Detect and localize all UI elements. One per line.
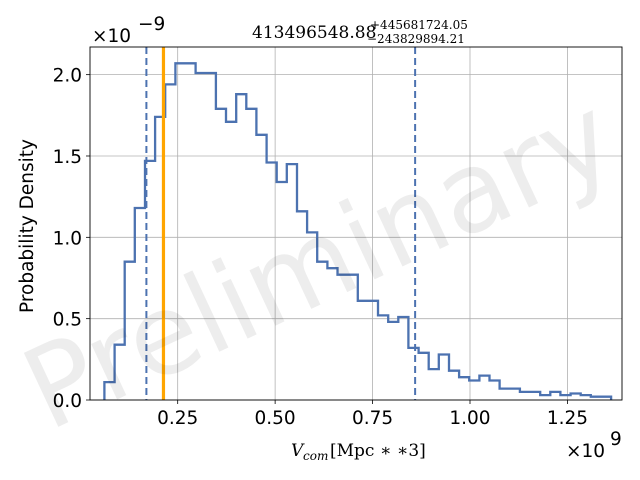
x-axis-label: V com [Mpc ∗ ∗3] <box>291 441 426 463</box>
plot-frame <box>89 46 623 401</box>
y-tick-label: 0.0 <box>53 391 82 412</box>
data-layer <box>103 47 613 400</box>
y-tick-label: 1.5 <box>53 147 82 168</box>
title-value: 413496548.88 <box>252 23 376 43</box>
x-tick-label: 1.25 <box>547 408 588 429</box>
y-tick-label: 2.0 <box>53 66 82 87</box>
x-label-subscript: com <box>303 449 328 463</box>
y-axis-label: Probability Density <box>17 139 38 313</box>
x-tick-label: 0.25 <box>157 408 198 429</box>
x-tick-label: 0.75 <box>352 408 393 429</box>
y-tick-label: 1.0 <box>53 228 82 249</box>
title-lower-error: −243829894.21 <box>367 32 465 46</box>
watermark: Preliminary <box>5 71 633 456</box>
x-label-unit: [Mpc ∗ ∗3] <box>330 441 426 461</box>
title-upper-error: +445681724.05 <box>370 18 468 32</box>
histogram-step-line <box>103 62 613 400</box>
y-scale-base: ×10 <box>92 26 131 47</box>
y-scale-multiplier: ×10 −9 <box>92 14 165 47</box>
ticks: 0.25 0.50 0.75 1.00 1.25 0.0 0.5 1.0 1.5 2.0 <box>53 66 588 429</box>
x-label-variable: V <box>291 441 305 461</box>
x-scale-base: ×10 <box>566 441 605 462</box>
x-tick-label: 1.00 <box>449 408 490 429</box>
x-tick-label: 0.50 <box>255 408 296 429</box>
y-scale-exponent: −9 <box>138 14 165 35</box>
x-scale-multiplier: ×10 9 <box>566 429 622 462</box>
y-tick-label: 0.5 <box>53 310 82 331</box>
x-scale-exponent: 9 <box>610 429 622 450</box>
chart-title: 413496548.88 +445681724.05 −243829894.21 <box>252 18 468 46</box>
